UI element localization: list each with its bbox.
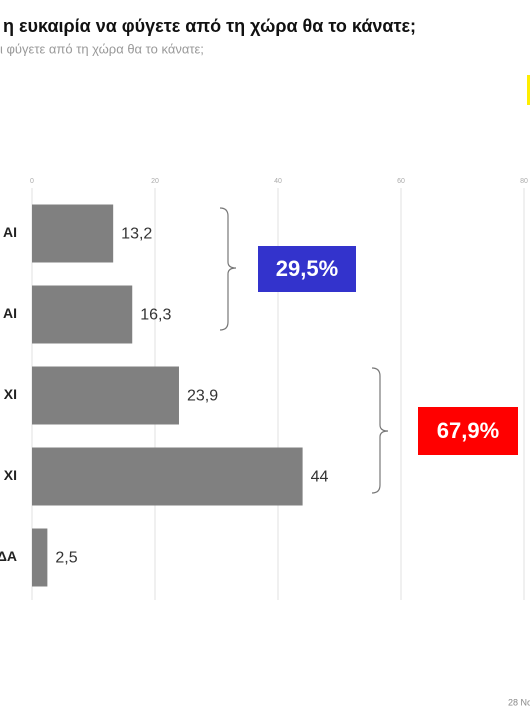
bar [32,447,303,506]
annotation: 29,5% [276,256,338,281]
annotation-box [258,246,356,292]
category-label: ΧΙ [4,386,17,402]
annotation-box [418,407,518,455]
bar [32,528,48,587]
chart-title: η ευκαιρία να φύγετε από τη χώρα θα το κ… [3,16,416,36]
category-label: ΑΙ [3,305,17,321]
data-label: 13,2 [121,226,152,243]
category-label: ΑΙ [3,224,17,240]
x-tick-label: 20 [151,178,159,185]
data-label: 2,5 [55,550,77,567]
x-tick-label: 0 [30,178,34,185]
bar [32,285,133,344]
bracket [371,367,389,494]
data-label: 16,3 [140,307,171,324]
bar [32,366,179,425]
bracket [219,207,237,331]
decoration [527,75,530,105]
data-label: 23,9 [187,388,218,405]
footer: 28 Νο [508,697,530,707]
bar [32,204,114,263]
data-label: 44 [311,469,329,486]
x-tick-label: 60 [397,178,405,185]
x-tick-label: 80 [520,178,528,185]
chart-subtitle: ι φύγετε από τη χώρα θα το κάνατε; [0,41,204,56]
x-tick-label: 40 [274,178,282,185]
category-label: ΔΑ [0,548,17,564]
annotation: 67,9% [437,418,499,443]
category-label: ΧΙ [4,467,17,483]
